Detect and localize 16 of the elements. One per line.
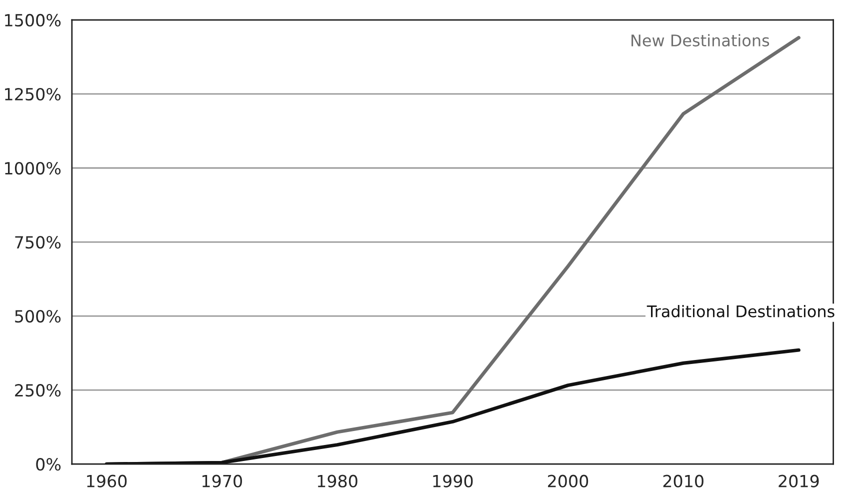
x-tick-label: 2000 bbox=[548, 474, 588, 488]
y-tick-label: 1500% bbox=[5, 14, 61, 27]
series-label: New Destinations bbox=[632, 34, 770, 46]
x-tick-label: 1980 bbox=[318, 474, 358, 488]
x-tick-label: 1990 bbox=[433, 474, 473, 488]
y-tick-label: 250% bbox=[15, 384, 61, 397]
y-tick-label: 1000% bbox=[5, 162, 61, 175]
y-tick-label: 750% bbox=[15, 236, 61, 249]
y-tick-label: 500% bbox=[15, 310, 61, 323]
y-tick-label: 0% bbox=[36, 458, 61, 471]
text: Traditional Destinations bbox=[646, 305, 834, 318]
y-tick-label: 1250% bbox=[5, 88, 61, 101]
x-tick-label: 1960 bbox=[87, 474, 127, 488]
x-tick-label: 2010 bbox=[663, 474, 704, 488]
x-tick-label: 2019 bbox=[778, 474, 819, 488]
x-tick-label: 1970 bbox=[202, 474, 242, 488]
